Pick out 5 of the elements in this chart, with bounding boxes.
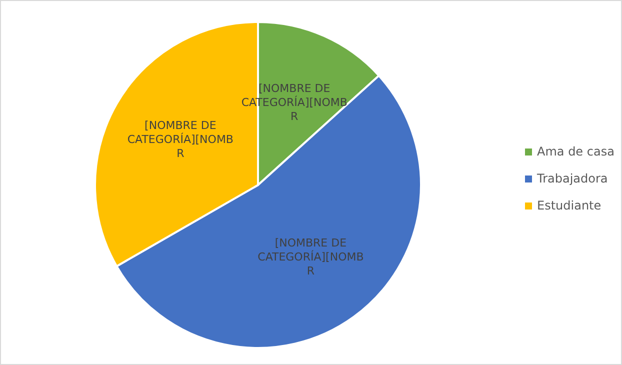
legend-label: Ama de casa (537, 144, 614, 158)
data-label: [NOMBRE DE CATEGORÍA][NOMBR (127, 119, 234, 160)
legend-label: Trabajadora (536, 171, 608, 186)
data-label: [NOMBRE DE CATEGORÍA][NOMBR (258, 236, 364, 278)
legend-label: Estudiante (537, 198, 602, 212)
